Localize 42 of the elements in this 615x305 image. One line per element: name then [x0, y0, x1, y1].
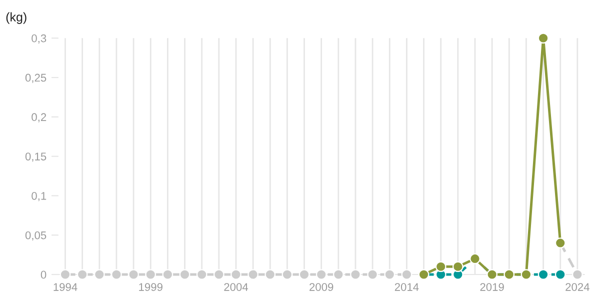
- x-tick-label: 2014: [394, 283, 419, 291]
- point: [452, 261, 464, 272]
- point: [264, 269, 276, 280]
- x-tick-label: 1994: [54, 283, 78, 291]
- y-tick-label: 0,15: [25, 152, 46, 162]
- y-axis-title: (kg): [6, 12, 26, 24]
- point: [213, 269, 224, 280]
- y-tick-label: 0,05: [25, 231, 46, 241]
- x-tick-label: 1999: [139, 283, 162, 291]
- point: [230, 269, 242, 280]
- point: [76, 269, 88, 280]
- x-tick-label: 2009: [310, 283, 334, 291]
- y-tick-label: 0,2: [32, 113, 46, 122]
- point: [435, 261, 446, 272]
- point: [316, 269, 327, 280]
- point: [162, 269, 174, 280]
- point: [572, 269, 583, 280]
- point: [111, 269, 122, 280]
- point: [401, 269, 412, 280]
- point: [248, 269, 258, 280]
- point: [350, 269, 361, 280]
- point: [367, 269, 378, 280]
- point: [196, 269, 208, 280]
- point: [384, 269, 396, 280]
- y-tick-label: 0,1: [32, 192, 46, 202]
- x-tick-label: 2024: [566, 283, 590, 291]
- y-tick-label: 0,25: [25, 74, 46, 83]
- x-tick-label: 2004: [224, 283, 248, 291]
- point: [145, 269, 156, 280]
- point: [60, 269, 71, 280]
- point: [94, 269, 105, 280]
- point: [538, 269, 549, 280]
- point: [282, 269, 293, 280]
- point: [554, 269, 566, 280]
- point: [538, 32, 549, 44]
- point: [332, 269, 344, 280]
- y-tick-label: 0,3: [32, 34, 46, 44]
- y-tick-label: 0: [40, 270, 46, 279]
- point: [179, 269, 190, 280]
- point: [298, 269, 310, 280]
- x-tick-label: 2019: [480, 283, 504, 291]
- point: [128, 269, 139, 280]
